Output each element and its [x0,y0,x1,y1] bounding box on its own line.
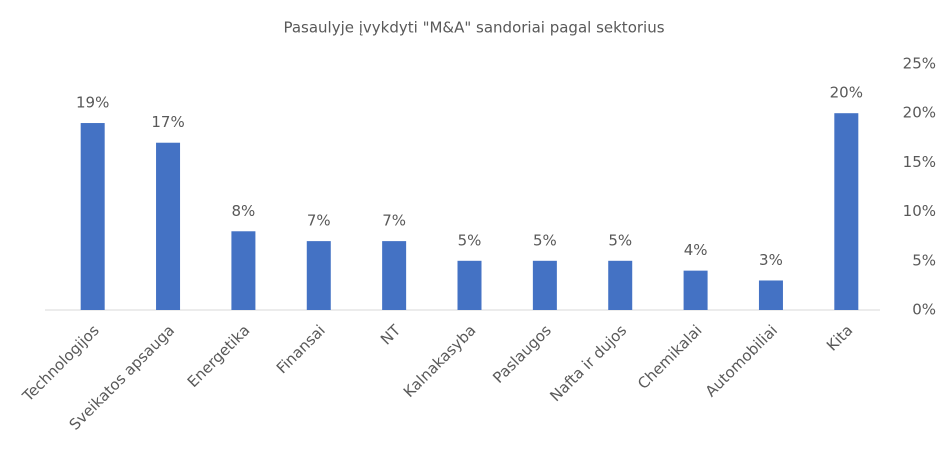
value-label: 5% [533,231,557,249]
bar [532,260,557,310]
value-label: 17% [151,113,184,131]
value-label: 5% [608,231,632,249]
value-label: 20% [830,84,863,102]
bar [80,123,105,310]
y-tick-label: 10% [903,202,936,220]
chart-title: Pasaulyje įvykdyti "M&A" sandoriai pagal… [283,19,664,37]
value-label: 5% [458,231,482,249]
bar [231,231,256,310]
y-tick-label: 0% [912,301,936,319]
y-tick-label: 15% [903,153,936,171]
value-label: 19% [76,94,109,112]
bar [608,260,633,310]
value-label: 3% [759,251,783,269]
bar [156,142,181,310]
y-tick-label: 5% [912,251,936,269]
value-label: 7% [382,212,406,230]
bar [306,241,331,310]
bar [382,241,407,310]
y-tick-label: 25% [903,55,936,73]
y-tick-label: 20% [903,104,936,122]
bar [683,270,708,310]
value-label: 4% [684,241,708,259]
value-label: 7% [307,212,331,230]
bar [457,260,482,310]
value-label: 8% [232,202,256,220]
bar [758,280,783,310]
bar [834,113,859,310]
